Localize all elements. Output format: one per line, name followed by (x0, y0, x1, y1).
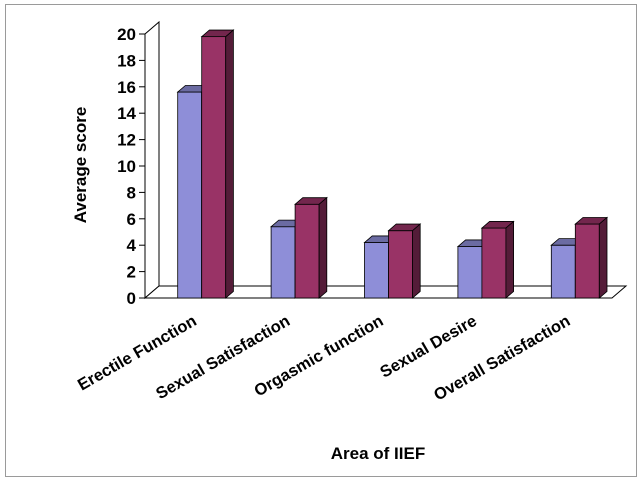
bar (480, 220, 515, 299)
bar-front-face (457, 246, 483, 299)
y-axis-ticks: 0 2 4 6 8 10 12 14 16 18 20 (117, 25, 145, 308)
bar-front-face (388, 230, 413, 299)
bars (176, 29, 609, 299)
bar-front-face (294, 203, 320, 299)
bar-side-face (318, 196, 328, 299)
side-wall (144, 20, 160, 300)
bar (574, 216, 609, 299)
bar-side-face (505, 220, 514, 299)
y-tick-label: 0 (127, 289, 136, 308)
bar-front-face (177, 91, 203, 299)
y-tick-label: 20 (117, 25, 136, 44)
bar-front-face (481, 227, 507, 299)
bar-side-face (598, 216, 608, 299)
y-tick-label: 14 (117, 104, 136, 123)
bar-front-face (574, 223, 600, 299)
bar-side-face (225, 29, 234, 299)
y-tick-label: 16 (117, 78, 136, 97)
x-axis-title: Area of IIEF (331, 444, 425, 463)
bar-front-face (270, 226, 296, 299)
y-tick-label: 4 (127, 236, 137, 255)
bar-front-face (550, 244, 576, 299)
y-tick-label: 6 (127, 210, 136, 229)
bar (200, 29, 235, 299)
bar (294, 196, 328, 299)
bar-side-face (412, 223, 421, 299)
y-tick-label: 18 (117, 51, 136, 70)
bar-front-face (364, 242, 389, 299)
y-tick-label: 10 (117, 157, 136, 176)
bar (387, 223, 422, 299)
y-tick-label: 2 (127, 263, 136, 282)
y-tick-label: 8 (127, 183, 136, 202)
bar-front-face (201, 36, 227, 299)
y-axis-title: Average score (71, 107, 90, 224)
y-tick-label: 12 (117, 131, 136, 150)
